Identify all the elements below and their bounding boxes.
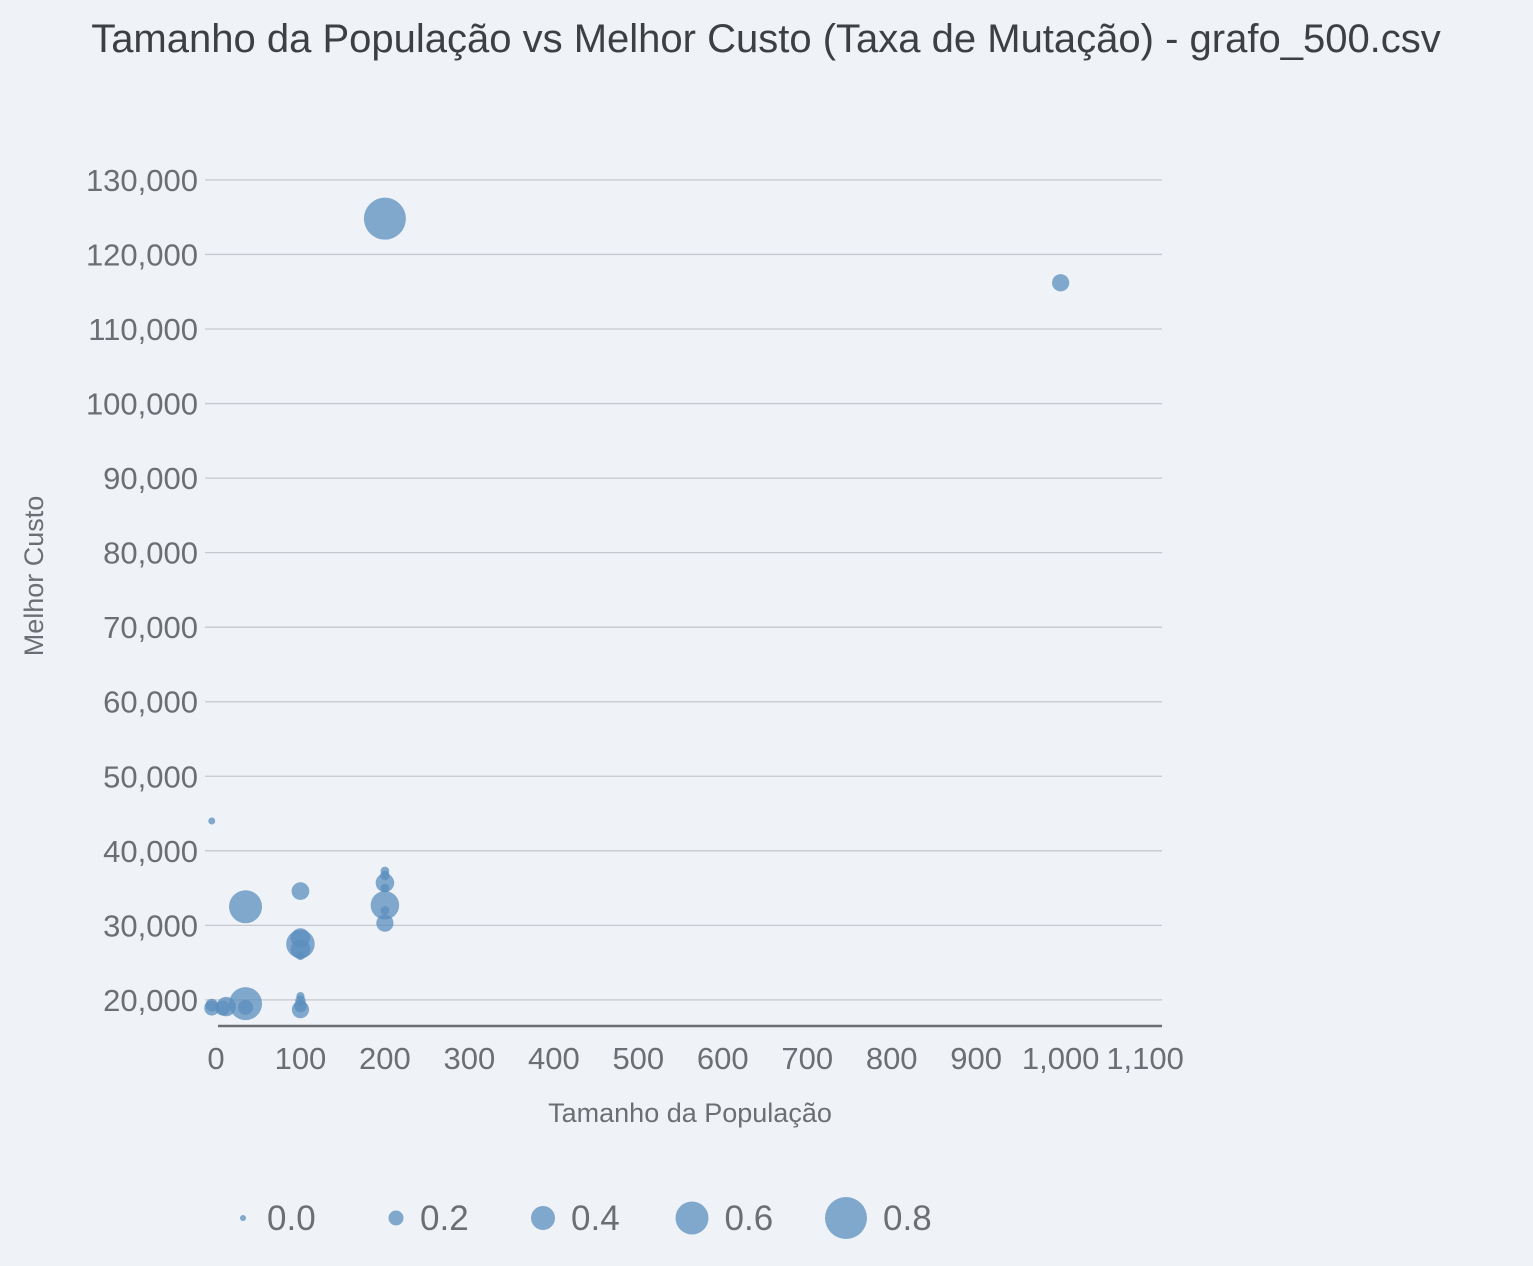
data-point (229, 890, 263, 924)
data-point (204, 1000, 220, 1016)
y-axis-ticks: 20,000 30,000 40,000 50,000 60,000 70,000 80,0… (86, 163, 198, 1018)
gridlines (205, 179, 1162, 1001)
x-tick-label: 400 (528, 1041, 580, 1076)
data-point (375, 873, 395, 893)
data-point (376, 914, 394, 932)
legend-marker (388, 1210, 404, 1226)
x-tick-label: 100 (275, 1041, 327, 1076)
x-tick-label: 900 (950, 1041, 1002, 1076)
data-point (291, 882, 310, 900)
data-point (215, 1000, 231, 1016)
legend-marker (675, 1201, 709, 1235)
x-tick-label: 1,000 (1022, 1041, 1100, 1076)
y-tick-label: 40,000 (103, 834, 198, 869)
size-legend: 0.0 0.2 0.4 0.6 0.8 (240, 1197, 932, 1239)
legend-label: 0.8 (883, 1199, 932, 1238)
legend-marker (531, 1206, 555, 1230)
y-tick-label: 70,000 (103, 610, 198, 645)
y-tick-label: 20,000 (103, 983, 198, 1018)
x-tick-label: 200 (359, 1041, 411, 1076)
legend-label: 0.0 (267, 1199, 316, 1238)
data-point (208, 817, 216, 825)
x-axis-ticks: 0 100 200 300 400 500 600 700 800 900 1,000 1,100 (207, 1041, 1184, 1076)
y-tick-label: 30,000 (103, 908, 198, 943)
y-tick-label: 50,000 (103, 759, 198, 794)
data-point (290, 939, 311, 959)
data-point (238, 999, 254, 1015)
data-point (380, 906, 390, 915)
x-tick-label: 300 (444, 1041, 496, 1076)
y-tick-label: 120,000 (86, 237, 198, 272)
x-tick-label: 0 (207, 1041, 224, 1076)
y-axis-title: Melhor Custo (19, 496, 49, 657)
y-tick-label: 90,000 (103, 461, 198, 496)
y-tick-label: 130,000 (86, 163, 198, 198)
legend-label: 0.2 (420, 1199, 469, 1238)
y-tick-label: 60,000 (103, 685, 198, 720)
legend-label: 0.4 (571, 1199, 620, 1238)
data-point (380, 883, 390, 893)
y-tick-label: 80,000 (103, 536, 198, 571)
data-point (291, 1000, 310, 1019)
legend-label: 0.6 (725, 1199, 774, 1238)
data-point (370, 890, 400, 920)
data-point (363, 197, 406, 240)
x-axis-title: Tamanho da População (548, 1098, 832, 1128)
x-tick-label: 500 (612, 1041, 664, 1076)
x-tick-label: 600 (697, 1041, 749, 1076)
chart-title: Tamanho da População vs Melhor Custo (Ta… (91, 17, 1441, 61)
x-tick-label: 1,100 (1106, 1041, 1184, 1076)
legend-marker (825, 1197, 867, 1239)
x-tick-label: 700 (781, 1041, 833, 1076)
x-tick-label: 800 (866, 1041, 918, 1076)
data-point (296, 951, 305, 961)
legend-marker (240, 1215, 246, 1221)
data-points (204, 197, 1070, 1021)
data-point (1052, 274, 1070, 292)
y-tick-label: 100,000 (86, 387, 198, 422)
y-tick-label: 110,000 (88, 312, 198, 347)
